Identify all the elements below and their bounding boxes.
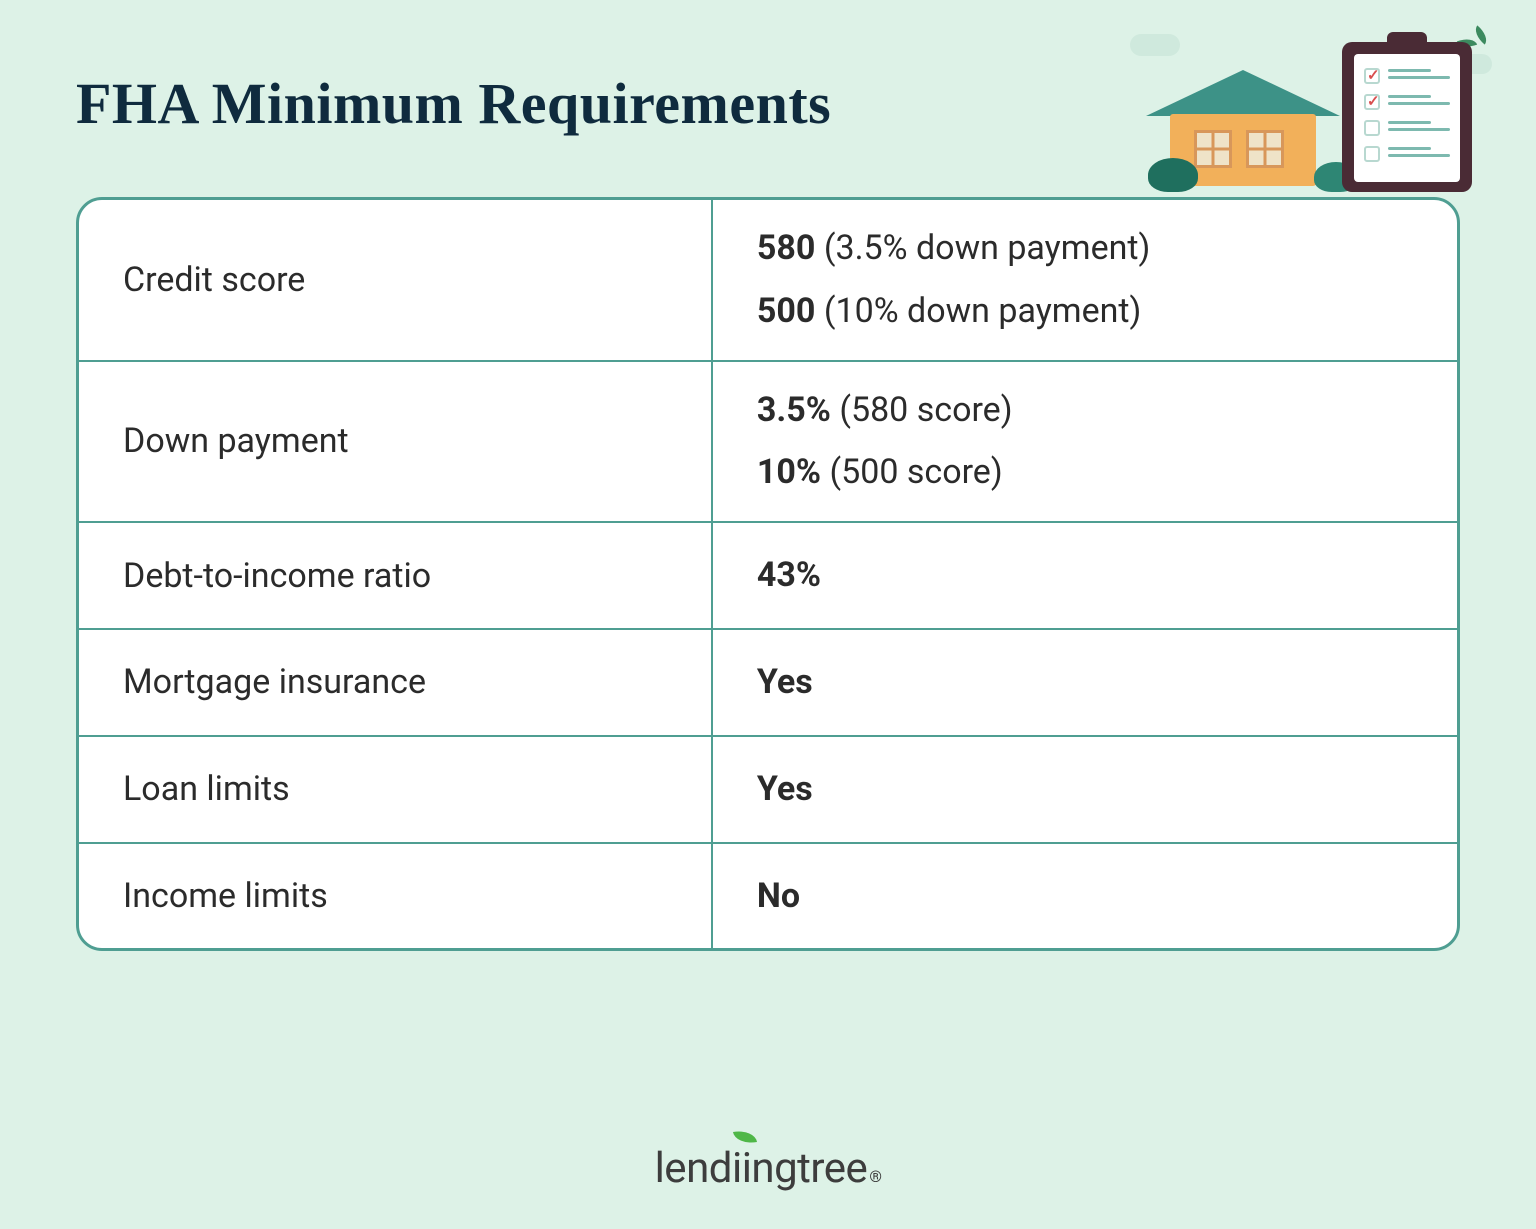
value-bold: 500	[757, 291, 816, 331]
row-label: Down payment	[79, 362, 713, 522]
row-label: Loan limits	[79, 737, 713, 842]
lendingtree-logo: lendiingtree®	[655, 1144, 882, 1193]
value-bold: Yes	[757, 769, 813, 809]
value-bold: 43%	[757, 555, 821, 595]
table-row: Income limits No	[79, 844, 1457, 949]
table-row: Loan limits Yes	[79, 737, 1457, 844]
row-label: Income limits	[79, 844, 713, 949]
checkbox-empty-icon	[1364, 146, 1380, 162]
row-label: Mortgage insurance	[79, 630, 713, 735]
house-icon	[1146, 66, 1336, 186]
row-value: 580 (3.5% down payment) 500 (10% down pa…	[713, 200, 1457, 360]
value-paren: (500 score)	[829, 452, 1002, 492]
table-row: Debt-to-income ratio 43%	[79, 523, 1457, 630]
footer: lendiingtree®	[0, 1144, 1536, 1193]
row-value: Yes	[713, 737, 1457, 842]
checkbox-checked-icon	[1364, 68, 1380, 84]
requirements-table: Credit score 580 (3.5% down payment) 500…	[76, 197, 1460, 951]
row-label: Debt-to-income ratio	[79, 523, 713, 628]
row-value: Yes	[713, 630, 1457, 735]
logo-leaf-icon: i	[732, 1144, 742, 1193]
table-row: Credit score 580 (3.5% down payment) 500…	[79, 200, 1457, 362]
logo-text: ingtree	[742, 1144, 868, 1193]
checkbox-checked-icon	[1364, 94, 1380, 110]
value-bold: 10%	[757, 452, 821, 492]
registered-mark: ®	[869, 1167, 881, 1186]
cloud-icon	[1130, 34, 1180, 56]
table-row: Down payment 3.5% (580 score) 10% (500 s…	[79, 362, 1457, 524]
value-bold: Yes	[757, 662, 813, 702]
table-row: Mortgage insurance Yes	[79, 630, 1457, 737]
value-paren: (10% down payment)	[824, 291, 1142, 331]
value-paren: (580 score)	[839, 390, 1012, 430]
checkbox-empty-icon	[1364, 120, 1380, 136]
clipboard-icon	[1342, 42, 1472, 192]
row-value: No	[713, 844, 1457, 949]
value-paren: (3.5% down payment)	[824, 228, 1151, 268]
row-value: 43%	[713, 523, 1457, 628]
value-bold: No	[757, 876, 800, 916]
row-value: 3.5% (580 score) 10% (500 score)	[713, 362, 1457, 522]
logo-text: lend	[655, 1144, 732, 1193]
row-label: Credit score	[79, 200, 713, 360]
value-bold: 3.5%	[757, 390, 831, 430]
header-illustration	[1126, 26, 1496, 186]
value-bold: 580	[757, 228, 816, 268]
